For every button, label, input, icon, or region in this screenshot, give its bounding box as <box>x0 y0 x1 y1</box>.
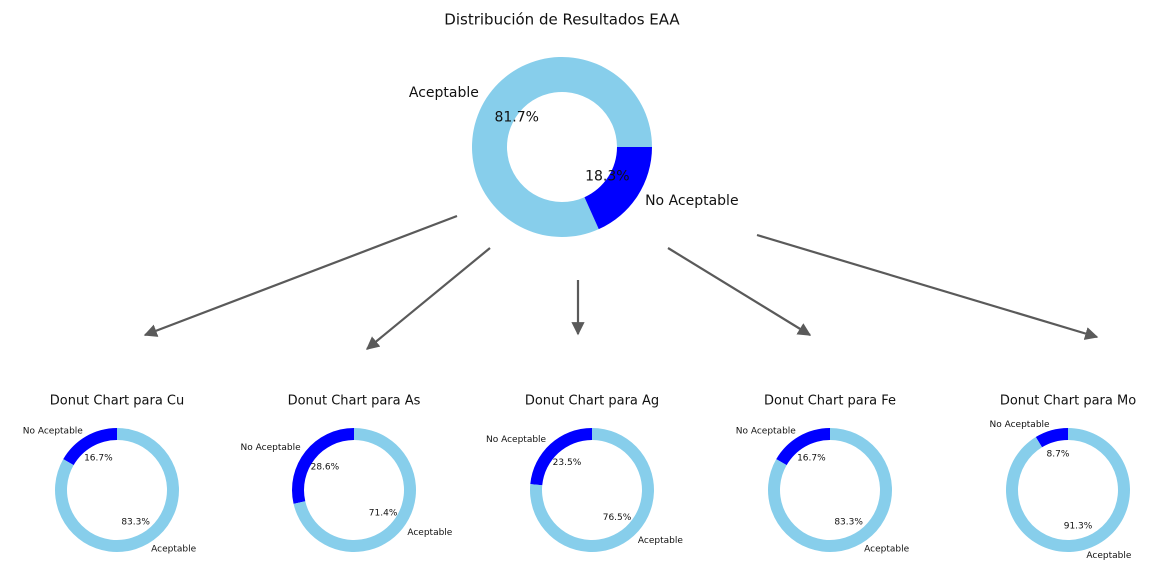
value-label: 76.5% <box>603 513 632 523</box>
category-label: Aceptable <box>409 85 479 101</box>
category-label: Aceptable <box>638 536 683 546</box>
value-label: 16.7% <box>797 453 826 463</box>
value-label: 18.3% <box>585 168 629 184</box>
arrow <box>756 233 1099 340</box>
category-label: Aceptable <box>1086 551 1131 561</box>
value-label: 81.7% <box>494 110 538 126</box>
chart-title: Donut Chart para Mo <box>1000 394 1136 409</box>
chart-title: Donut Chart para Ag <box>525 394 659 409</box>
wedge <box>584 147 652 230</box>
category-label: No Aceptable <box>736 426 797 436</box>
category-label: No Aceptable <box>989 420 1050 430</box>
category-label: No Aceptable <box>645 193 738 209</box>
chart-title: Donut Chart para Cu <box>50 394 185 409</box>
value-label: 83.3% <box>121 518 150 528</box>
arrow <box>667 247 812 336</box>
category-label: No Aceptable <box>23 426 84 436</box>
wedge <box>530 428 592 486</box>
wedge <box>1005 428 1130 552</box>
category-label: Aceptable <box>864 545 909 555</box>
wedge <box>63 428 117 466</box>
wedge <box>1035 428 1068 448</box>
wedge <box>292 428 354 504</box>
value-label: 91.3% <box>1064 521 1093 531</box>
value-label: 28.6% <box>311 462 340 472</box>
value-label: 83.3% <box>834 518 863 528</box>
chart-title: Donut Chart para As <box>288 394 421 409</box>
chart-title: Distribución de Resultados EAA <box>444 11 680 29</box>
wedge <box>472 56 652 237</box>
arrow <box>365 247 491 350</box>
value-label: 16.7% <box>84 453 113 463</box>
wedge <box>776 428 830 466</box>
arrow <box>143 214 458 337</box>
chart-title: Donut Chart para Fe <box>764 394 896 409</box>
value-label: 71.4% <box>369 509 398 519</box>
arrows <box>143 214 1099 350</box>
category-label: Aceptable <box>151 545 196 555</box>
category-label: Aceptable <box>407 528 452 538</box>
category-label: No Aceptable <box>486 435 547 445</box>
value-label: 8.7% <box>1047 450 1070 460</box>
category-label: No Aceptable <box>241 443 302 453</box>
value-label: 23.5% <box>553 458 582 468</box>
